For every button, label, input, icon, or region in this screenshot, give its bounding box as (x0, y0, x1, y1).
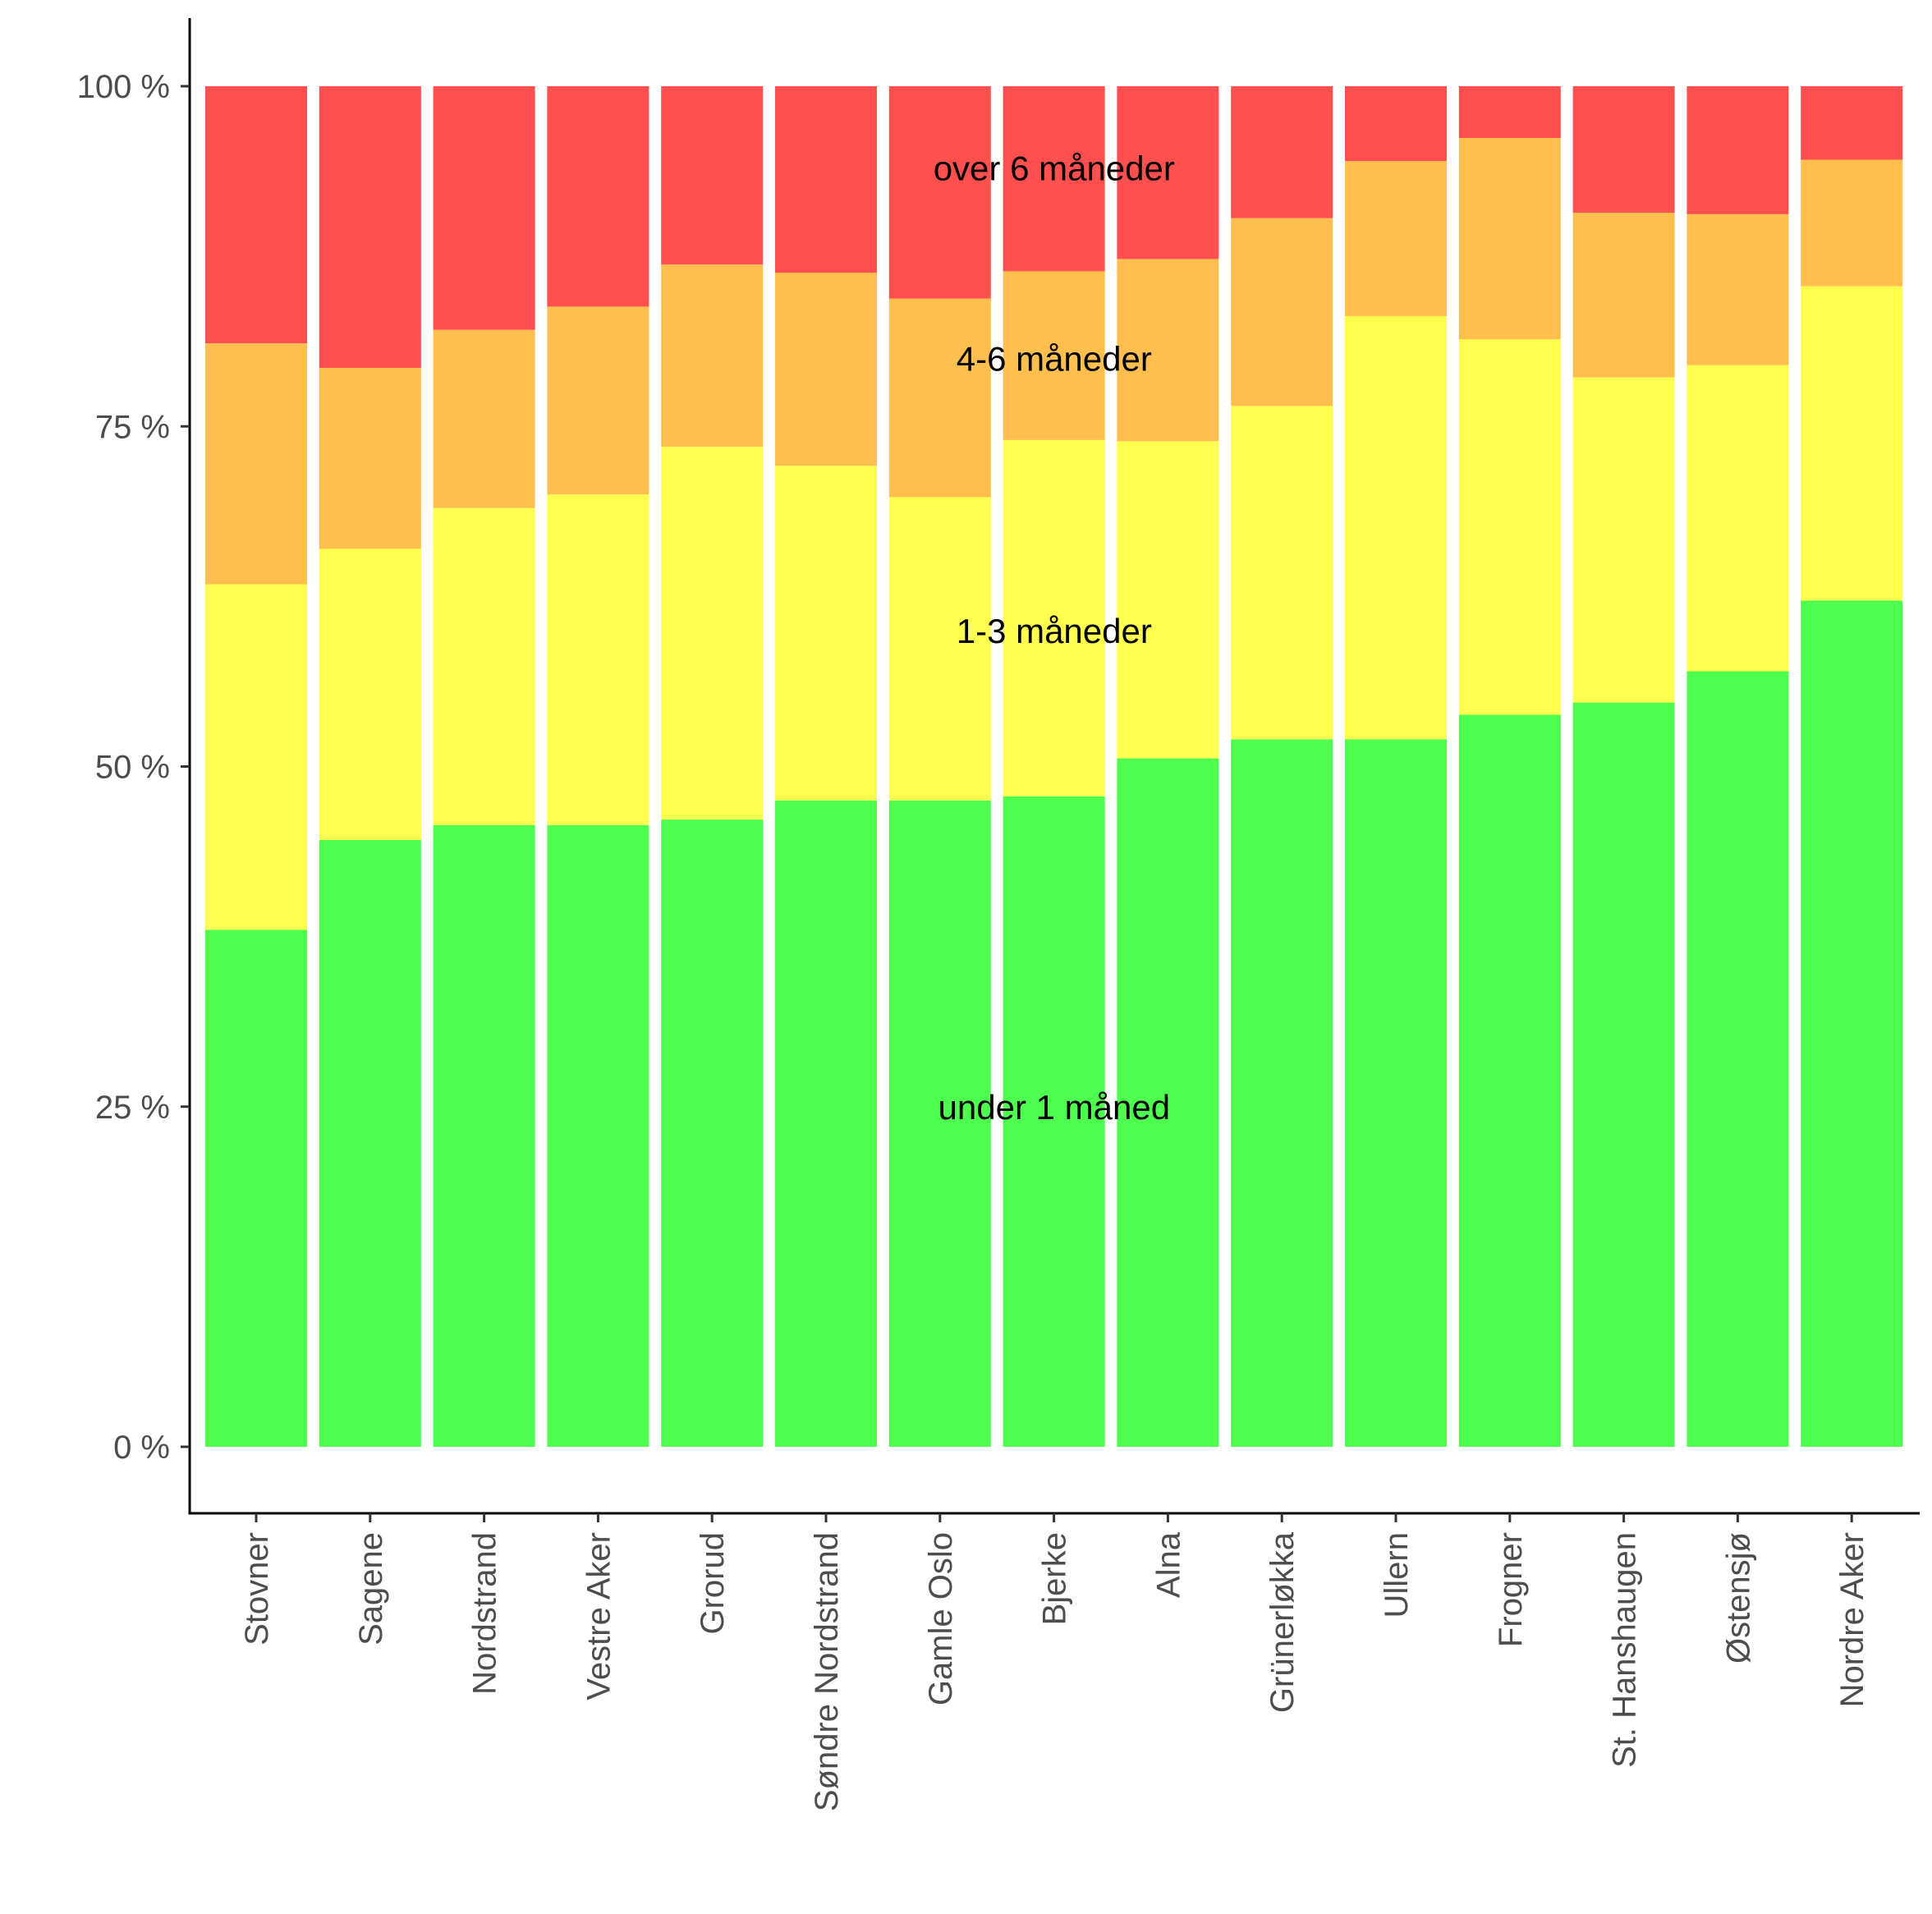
category-label: Nordre Aker (1834, 1532, 1870, 1707)
category-label: Nordstrand (467, 1532, 503, 1695)
bar-segment (775, 273, 877, 466)
bar-segment (1458, 138, 1561, 340)
bar-segment (319, 86, 421, 368)
category-label: Sagene (353, 1532, 389, 1645)
bar-segment (1117, 758, 1219, 1447)
bar-segment (547, 494, 649, 825)
y-ticks-layer: 0 % 25 % 50 % 75 % 100 % (77, 69, 190, 1466)
bar-segment (1686, 86, 1789, 214)
category-label: Grünerløkka (1264, 1531, 1301, 1713)
bar-segment (1801, 86, 1903, 160)
bar-segment (1345, 161, 1447, 316)
bar-segment (433, 329, 535, 508)
bar-segment (1003, 439, 1105, 796)
bar-segment (1458, 339, 1561, 715)
bar-segment (433, 86, 535, 330)
bar-segment (1801, 600, 1903, 1447)
bar-segment (888, 497, 991, 801)
y-tick-label: 0 % (113, 1430, 170, 1466)
category-label: Bjerke (1037, 1532, 1073, 1625)
bar-segment (775, 466, 877, 801)
bar-segment (1686, 671, 1789, 1447)
bar-segment (319, 840, 421, 1447)
bar-segment (661, 819, 764, 1447)
category-label: Grorud (695, 1532, 731, 1635)
bar-segment (1572, 213, 1675, 378)
bar-segment (1117, 259, 1219, 442)
y-tick-label: 50 % (95, 750, 170, 786)
series-annotation: over 6 måneder (934, 149, 1175, 187)
bar-segment (1801, 159, 1903, 287)
bar-segment (547, 824, 649, 1447)
bar-segment (433, 824, 535, 1447)
category-label: Ullern (1379, 1532, 1415, 1618)
bar-segment (205, 86, 307, 344)
bar-segment (1458, 86, 1561, 138)
bar-segment (1572, 86, 1675, 213)
series-annotation: 1-3 måneder (957, 612, 1152, 650)
y-tick-label: 75 % (95, 409, 170, 445)
bars-layer (205, 86, 1903, 1447)
bar-segment (547, 306, 649, 495)
bar-segment (1572, 702, 1675, 1447)
bar-segment (888, 298, 991, 498)
bar-segment (661, 86, 764, 265)
bar-segment (319, 548, 421, 840)
bar-segment (1345, 739, 1447, 1447)
bar-segment (661, 447, 764, 820)
bar-segment (888, 86, 991, 299)
bar-segment (775, 86, 877, 273)
bar-segment (1686, 213, 1789, 365)
category-label: Stovner (239, 1532, 275, 1645)
annotations-layer: over 6 måneder 4-6 måneder 1-3 måneder unde… (934, 149, 1175, 1126)
bar-segment (1231, 739, 1333, 1447)
bar-segment (1686, 365, 1789, 672)
category-label: Søndre Nordstrand (809, 1532, 845, 1811)
bar-segment (205, 584, 307, 930)
bar-segment (1572, 377, 1675, 703)
category-label: Vestre Aker (581, 1532, 617, 1701)
series-annotation: under 1 måned (938, 1088, 1171, 1127)
bar-segment (1003, 86, 1105, 272)
x-ticks-layer: Stovner Sagene Nordstrand Vestre Aker Grorud… (239, 1513, 1870, 1811)
bar-segment (1231, 86, 1333, 218)
bar-segment (1801, 286, 1903, 601)
bar-segment (205, 343, 307, 585)
category-label: Frogner (1493, 1532, 1529, 1647)
y-tick-label: 25 % (95, 1090, 170, 1126)
bar-segment (433, 507, 535, 825)
bar-segment (1117, 86, 1219, 259)
category-label: Østensjø (1720, 1532, 1756, 1664)
bar-segment (888, 800, 991, 1447)
category-label: Gamle Oslo (923, 1532, 959, 1705)
bar-segment (1345, 316, 1447, 740)
bar-segment (1345, 86, 1447, 162)
bar-segment (1231, 406, 1333, 740)
bar-segment (1231, 218, 1333, 406)
bar-segment (775, 800, 877, 1447)
bar-segment (1003, 271, 1105, 440)
bar-segment (661, 264, 764, 448)
bar-segment (1117, 441, 1219, 759)
series-annotation: 4-6 måneder (957, 339, 1152, 378)
bar-segment (205, 929, 307, 1447)
bar-segment (319, 368, 421, 549)
y-tick-label: 100 % (77, 69, 170, 105)
bar-segment (1003, 796, 1105, 1447)
category-label: Alna (1150, 1531, 1186, 1598)
category-label: St. Hanshaugen (1607, 1532, 1643, 1768)
bar-segment (1458, 714, 1561, 1447)
bar-segment (547, 86, 649, 307)
